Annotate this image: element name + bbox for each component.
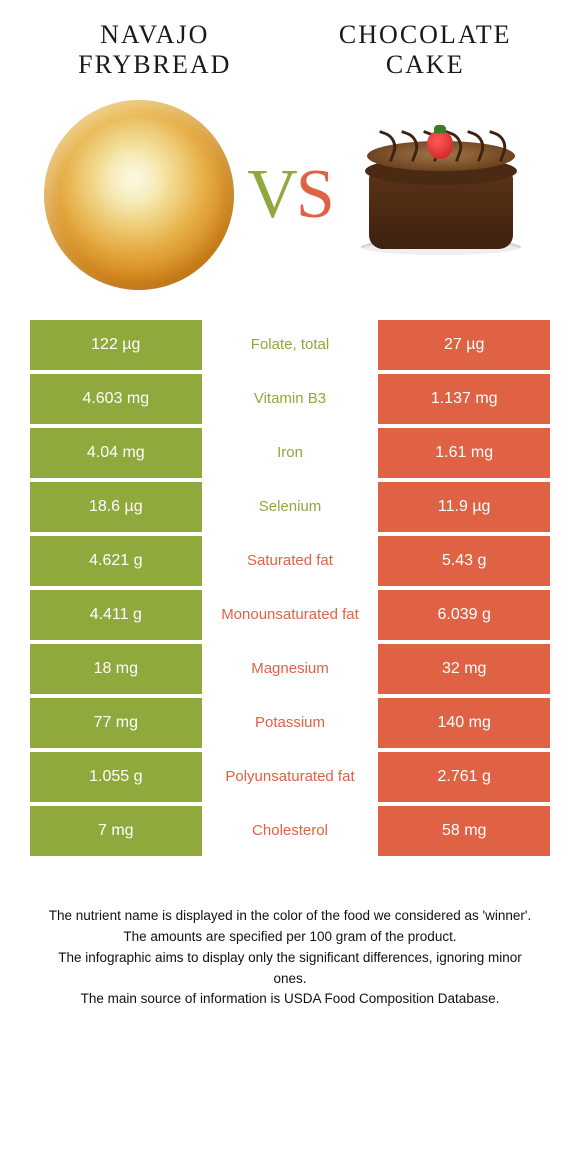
title-left: NAVAJOFRYBREAD (30, 20, 280, 80)
nutrient-label: Selenium (202, 482, 379, 532)
vs-s: S (296, 156, 333, 233)
footnote-line-4: The main source of information is USDA F… (40, 989, 540, 1010)
value-right: 140 mg (378, 698, 550, 748)
table-row: 4.603 mgVitamin B31.137 mg (30, 374, 550, 424)
value-left: 7 mg (30, 806, 202, 856)
table-row: 4.04 mgIron1.61 mg (30, 428, 550, 478)
value-left: 4.411 g (30, 590, 202, 640)
table-row: 4.411 gMonounsaturated fat6.039 g (30, 590, 550, 640)
value-right: 32 mg (378, 644, 550, 694)
value-right: 6.039 g (378, 590, 550, 640)
footnote-line-1: The nutrient name is displayed in the co… (40, 906, 540, 927)
vs-label: VS (247, 160, 333, 230)
value-right: 1.61 mg (378, 428, 550, 478)
vs-v: V (247, 156, 296, 233)
nutrient-label: Folate, total (202, 320, 379, 370)
hero-row: VS (30, 90, 550, 300)
value-left: 77 mg (30, 698, 202, 748)
value-right: 1.137 mg (378, 374, 550, 424)
comparison-infographic: NAVAJOFRYBREAD CHOCOLATECAKE VS (0, 0, 580, 1040)
value-left: 1.055 g (30, 752, 202, 802)
value-left: 4.04 mg (30, 428, 202, 478)
table-row: 1.055 gPolyunsaturated fat2.761 g (30, 752, 550, 802)
footnote: The nutrient name is displayed in the co… (30, 906, 550, 1011)
value-right: 27 µg (378, 320, 550, 370)
cake-icon (361, 135, 521, 255)
value-right: 11.9 µg (378, 482, 550, 532)
table-row: 7 mgCholesterol58 mg (30, 806, 550, 856)
nutrient-label: Saturated fat (202, 536, 379, 586)
value-left: 18.6 µg (30, 482, 202, 532)
nutrient-label: Vitamin B3 (202, 374, 379, 424)
food-left-image (30, 90, 248, 300)
value-right: 5.43 g (378, 536, 550, 586)
table-row: 18 mgMagnesium32 mg (30, 644, 550, 694)
nutrient-label: Iron (202, 428, 379, 478)
footnote-line-3: The infographic aims to display only the… (40, 948, 540, 990)
nutrient-label: Monounsaturated fat (202, 590, 379, 640)
nutrient-table: 122 µgFolate, total27 µg4.603 mgVitamin … (30, 320, 550, 856)
nutrient-label: Cholesterol (202, 806, 379, 856)
value-left: 4.603 mg (30, 374, 202, 424)
title-left-line1: NAVAJOFRYBREAD (78, 20, 231, 79)
value-right: 58 mg (378, 806, 550, 856)
title-right: CHOCOLATECAKE (300, 20, 550, 80)
title-right-line1: CHOCOLATECAKE (339, 20, 512, 79)
value-left: 18 mg (30, 644, 202, 694)
value-right: 2.761 g (378, 752, 550, 802)
table-row: 77 mgPotassium140 mg (30, 698, 550, 748)
food-right-image (332, 90, 550, 300)
table-row: 122 µgFolate, total27 µg (30, 320, 550, 370)
nutrient-label: Potassium (202, 698, 379, 748)
nutrient-label: Magnesium (202, 644, 379, 694)
value-left: 122 µg (30, 320, 202, 370)
table-row: 4.621 gSaturated fat5.43 g (30, 536, 550, 586)
nutrient-label: Polyunsaturated fat (202, 752, 379, 802)
titles-row: NAVAJOFRYBREAD CHOCOLATECAKE (30, 20, 550, 80)
table-row: 18.6 µgSelenium11.9 µg (30, 482, 550, 532)
value-left: 4.621 g (30, 536, 202, 586)
frybread-icon (44, 100, 234, 290)
footnote-line-2: The amounts are specified per 100 gram o… (40, 927, 540, 948)
